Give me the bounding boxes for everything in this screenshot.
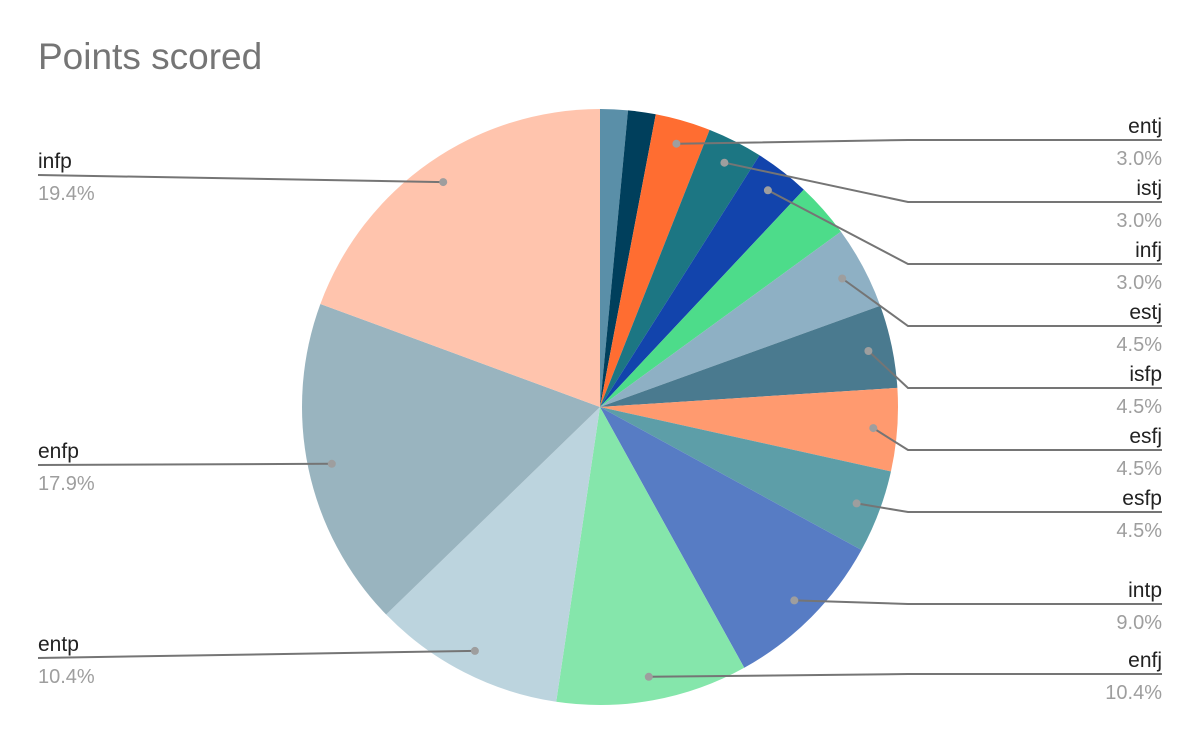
callout-line-intp	[794, 599, 1162, 605]
slice-percent-isfp: 4.5%	[1116, 396, 1162, 418]
pie-slice-infp	[320, 109, 600, 407]
pie-slice-isfp	[600, 305, 898, 407]
slice-label-intp: intp	[1128, 579, 1162, 602]
callout-dot-isfp	[864, 347, 873, 355]
slice-label-infp: infp	[38, 150, 72, 173]
slice-label-entp: entp	[38, 633, 79, 656]
slices-layer	[301, 109, 898, 705]
pie-slice-esfj	[600, 387, 898, 472]
slice-percent-enfj: 10.4%	[1105, 682, 1162, 704]
slice-percent-esfj: 4.5%	[1116, 458, 1162, 480]
pie-slice-infj	[600, 155, 804, 407]
callout-line-enfj	[648, 673, 1162, 678]
pie-slice-entj	[600, 114, 710, 408]
callout-dot-entp	[470, 646, 479, 655]
callouts-layer: entj 3.0% istj 3.0% infj 3.0% estj 4.5% isfp 4.5%…	[37, 115, 1162, 704]
callout-dot-istj	[720, 158, 729, 167]
slice-label-istj: istj	[1136, 177, 1162, 200]
chart-title: Points scored	[38, 36, 263, 77]
callout-line-isfp	[867, 350, 1162, 389]
slice-label-entj: entj	[1128, 115, 1162, 138]
pie-slice-istj	[600, 129, 760, 407]
callout-line-enfp	[37, 462, 332, 466]
callout-line-esfp	[856, 502, 1162, 513]
callout-line-entj	[676, 139, 1162, 145]
callout-dot-entj	[672, 139, 681, 148]
pie-slice-slice-1	[600, 110, 656, 407]
pie-slice-enfj	[556, 407, 745, 705]
slice-percent-entp: 10.4%	[38, 666, 95, 688]
slice-percent-enfp: 17.9%	[38, 473, 95, 495]
callout-dot-estj	[838, 274, 847, 283]
callout-dot-esfp	[852, 499, 861, 508]
callout-line-esfj	[872, 427, 1162, 451]
slice-label-enfp: enfp	[38, 440, 79, 463]
callout-line-entp	[37, 649, 475, 659]
pie-slice-entp	[386, 407, 600, 702]
callout-dot-enfp	[327, 459, 336, 468]
callout-dot-esfj	[869, 424, 878, 433]
callout-line-infj	[767, 189, 1162, 265]
slice-label-enfj: enfj	[1128, 649, 1162, 672]
callout-dot-intp	[790, 596, 799, 605]
callout-line-istj	[724, 161, 1162, 203]
callout-dot-infp	[439, 178, 448, 187]
slice-percent-entj: 3.0%	[1116, 148, 1162, 170]
pie-slice-esfp	[600, 407, 891, 551]
slice-label-infj: infj	[1135, 239, 1162, 262]
pie-slice-slice-0	[600, 109, 629, 407]
slice-percent-infp: 19.4%	[38, 183, 95, 205]
callout-dot-enfj	[644, 672, 653, 681]
slice-label-esfp: esfp	[1122, 487, 1162, 510]
slice-percent-estj: 4.5%	[1116, 334, 1162, 356]
slice-percent-esfp: 4.5%	[1116, 520, 1162, 542]
slice-label-estj: estj	[1129, 301, 1162, 324]
pie-slice-enfp	[301, 303, 600, 615]
slice-percent-istj: 3.0%	[1116, 210, 1162, 232]
slice-label-isfp: isfp	[1129, 363, 1162, 386]
pie-slice-slice-5	[600, 189, 841, 407]
slice-label-esfj: esfj	[1129, 425, 1162, 448]
slice-percent-infj: 3.0%	[1116, 272, 1162, 294]
callout-line-estj	[841, 277, 1162, 327]
callout-dot-infj	[763, 186, 772, 195]
pie-slice-estj	[600, 231, 881, 407]
callout-line-infp	[37, 174, 444, 184]
slice-percent-intp: 9.0%	[1116, 612, 1162, 634]
